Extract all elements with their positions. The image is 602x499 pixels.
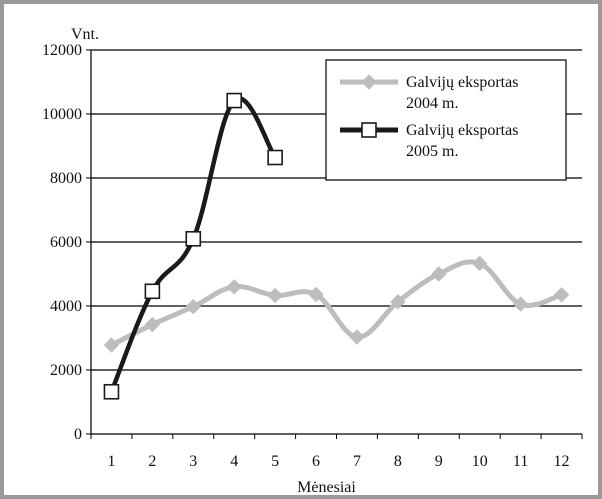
- x-tick-label: 4: [230, 453, 238, 470]
- data-point: [103, 383, 120, 400]
- series-1: [103, 255, 570, 353]
- legend: Galvijų eksportas 2004 m. Galvijų eksporta…: [325, 59, 567, 181]
- y-tick-label: 2000: [50, 362, 82, 379]
- data-point: [349, 329, 365, 345]
- x-tick-label: 7: [353, 453, 361, 470]
- data-point: [431, 266, 447, 282]
- series-layer: [103, 92, 570, 400]
- data-point: [144, 316, 161, 333]
- x-tick-label: 10: [472, 453, 488, 470]
- legend-label: Galvijų eksportas: [406, 74, 518, 91]
- y-tick-labels: 0 2000 4000 6000 8000 10000 12000: [42, 42, 82, 443]
- data-point: [267, 149, 283, 166]
- x-tick-label: 5: [271, 453, 279, 470]
- x-tick-label: 9: [435, 453, 443, 470]
- y-tick-label: 4000: [50, 298, 82, 315]
- y-tick-label: 0: [74, 426, 82, 443]
- y-tick-label: 6000: [50, 234, 82, 251]
- legend-swatch-marker: [361, 122, 377, 138]
- y-tick-label: 10000: [42, 106, 82, 123]
- data-point: [226, 92, 243, 109]
- x-tick-label: 6: [312, 453, 320, 470]
- data-point: [512, 296, 529, 312]
- series-line: [108, 259, 565, 348]
- x-tick-label: 12: [554, 453, 570, 470]
- legend-label: Galvijų eksportas: [406, 122, 518, 139]
- x-tick-label: 11: [513, 453, 528, 470]
- data-point: [226, 279, 242, 295]
- x-tick-label: 3: [189, 453, 197, 470]
- legend-label-year: 2004 m.: [406, 95, 458, 112]
- x-axis-label: Mėnesiai: [297, 479, 356, 496]
- data-point: [103, 337, 120, 353]
- data-point: [308, 286, 324, 303]
- data-point: [185, 231, 202, 247]
- data-point: [553, 287, 570, 303]
- x-tick-label: 8: [394, 453, 402, 470]
- y-tick-label: 8000: [50, 170, 82, 187]
- x-tick-label: 1: [107, 453, 115, 470]
- x-tick-labels: 1 2 3 4 5 6 7 8 9 10 11 12: [107, 453, 569, 470]
- x-tick-label: 2: [148, 453, 156, 470]
- data-point: [472, 255, 488, 272]
- legend-label-year: 2005 m.: [406, 143, 458, 160]
- data-point: [390, 294, 406, 310]
- data-point: [267, 287, 283, 304]
- data-point: [144, 283, 161, 300]
- series-2: [103, 92, 283, 400]
- legend-swatch-marker: [361, 74, 377, 90]
- legend-items: Galvijų eksportas 2004 m. Galvijų eksporta…: [340, 74, 518, 160]
- axes: [86, 49, 583, 439]
- data-point: [185, 298, 201, 315]
- y-tick-label: 12000: [42, 42, 82, 59]
- y-axis-label: Vnt.: [71, 26, 99, 43]
